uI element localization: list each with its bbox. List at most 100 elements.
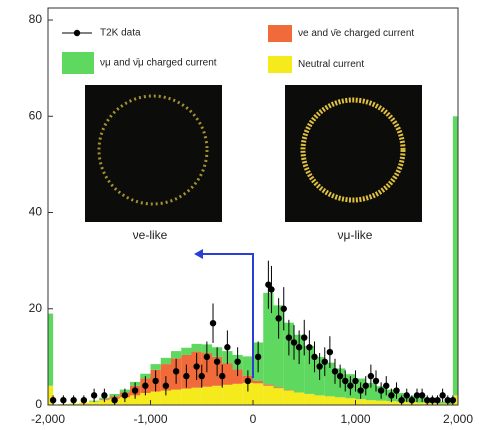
data-point — [450, 397, 456, 403]
data-point — [214, 358, 220, 364]
data-point — [50, 397, 56, 403]
bar — [181, 389, 191, 405]
data-point — [388, 392, 394, 398]
data-point — [101, 392, 107, 398]
legend-swatch — [268, 25, 292, 42]
x-tick-label: 1,000 — [340, 412, 370, 426]
bar — [263, 384, 273, 385]
y-tick-label: 0 — [35, 397, 42, 411]
data-point — [193, 363, 199, 369]
bar — [274, 387, 284, 388]
y-tick-label: 20 — [29, 301, 43, 315]
data-point — [296, 344, 302, 350]
bar — [151, 392, 161, 405]
x-tick-label: -2,000 — [31, 412, 65, 426]
data-point — [204, 354, 210, 360]
data-point — [163, 383, 169, 389]
data-point — [210, 320, 216, 326]
bar — [212, 386, 222, 405]
inset-e-like — [85, 85, 222, 222]
bar — [304, 394, 314, 405]
data-point — [281, 306, 287, 312]
data-point — [398, 397, 404, 403]
bar — [453, 116, 458, 395]
bar — [263, 386, 273, 405]
bar — [181, 348, 191, 355]
bar — [233, 384, 243, 405]
y-tick-label: 80 — [29, 12, 43, 26]
data-point — [173, 368, 179, 374]
data-point — [199, 373, 205, 379]
legend-label: T2K data — [100, 28, 141, 39]
data-point — [70, 397, 76, 403]
chart: νe-like νμ-like T2K data Neutral current ν… — [0, 0, 479, 430]
bar — [366, 400, 376, 405]
data-point — [316, 363, 322, 369]
data-point — [224, 344, 230, 350]
data-point — [122, 392, 128, 398]
x-tick-label: -1,000 — [133, 412, 167, 426]
data-point — [383, 383, 389, 389]
data-point — [332, 368, 338, 374]
data-point — [219, 373, 225, 379]
data-point — [152, 378, 158, 384]
bar — [171, 390, 181, 405]
data-point — [183, 373, 189, 379]
bar — [192, 344, 202, 352]
inset-label: νμ-like — [338, 228, 373, 242]
bar — [335, 397, 345, 405]
bar — [274, 388, 284, 405]
page: {"chart_data": { "type": "histogram", "b… — [0, 0, 479, 430]
data-point — [368, 373, 374, 379]
data-point — [91, 392, 97, 398]
legend-marker — [74, 30, 80, 36]
data-point — [306, 344, 312, 350]
data-point — [357, 387, 363, 393]
bar — [345, 398, 355, 405]
data-point — [322, 358, 328, 364]
legend-swatch — [62, 52, 94, 74]
data-point — [434, 397, 440, 403]
bar — [171, 351, 181, 358]
bar — [356, 399, 366, 405]
data-point — [347, 383, 353, 389]
data-point — [255, 354, 261, 360]
bar — [192, 388, 202, 405]
data-point — [81, 397, 87, 403]
arrow-head — [194, 249, 203, 259]
inset-label: νe-like — [133, 228, 168, 242]
bar — [294, 392, 304, 405]
bar — [222, 385, 232, 405]
legend: T2K data Neutral current νe and ν̄e charge… — [62, 25, 414, 74]
data-point — [342, 378, 348, 384]
legend-label: Neutral current — [298, 59, 364, 70]
bar — [89, 402, 99, 405]
data-point — [409, 397, 415, 403]
data-point — [337, 373, 343, 379]
data-point — [363, 383, 369, 389]
inset-images — [85, 85, 422, 222]
bar — [253, 383, 263, 405]
data-point — [404, 392, 410, 398]
data-point — [111, 397, 117, 403]
legend-label: νμ and ν̄μ charged current — [100, 58, 217, 69]
data-point — [275, 315, 281, 321]
data-point — [327, 349, 333, 355]
data-point — [142, 383, 148, 389]
bar — [48, 314, 53, 386]
data-point — [245, 378, 251, 384]
data-point — [311, 354, 317, 360]
data-point — [286, 334, 292, 340]
bar — [253, 381, 263, 383]
bar — [376, 401, 386, 405]
data-point — [132, 387, 138, 393]
x-tick-label: 0 — [250, 412, 257, 426]
data-point — [373, 378, 379, 384]
data-point — [60, 397, 66, 403]
bar — [315, 395, 325, 405]
legend-label: νe and ν̄e charged current — [298, 28, 414, 39]
data-point — [301, 334, 307, 340]
y-tick-label: 60 — [29, 108, 43, 122]
data-point — [234, 358, 240, 364]
data-point — [419, 392, 425, 398]
